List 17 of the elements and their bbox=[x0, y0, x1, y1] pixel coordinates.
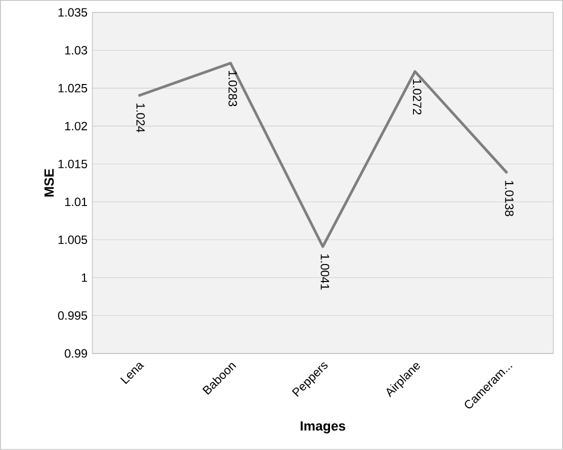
y-tick-label: 1 bbox=[82, 274, 88, 282]
y-tick-label: 1.035 bbox=[58, 8, 88, 17]
y-axis-title: MSE bbox=[44, 169, 54, 197]
data-label: 1.0283 bbox=[228, 71, 238, 106]
data-label: 1.0138 bbox=[505, 181, 514, 216]
data-label: 1.0272 bbox=[412, 79, 422, 115]
data-label: 1.0041 bbox=[320, 254, 330, 290]
y-tick-label: 1.005 bbox=[58, 236, 88, 244]
y-tick-label: 1.03 bbox=[65, 46, 88, 55]
y-tick-label: 0.99 bbox=[64, 349, 88, 358]
y-tick-label: 1.025 bbox=[58, 84, 88, 93]
y-tick-label: 1.01 bbox=[65, 198, 88, 206]
y-tick-label: 1.015 bbox=[58, 160, 88, 168]
y-tick-label: 0.995 bbox=[58, 311, 88, 320]
y-tick-label: 1.02 bbox=[65, 122, 88, 130]
x-axis-title: Images bbox=[300, 421, 346, 434]
data-label: 1.024 bbox=[136, 104, 145, 132]
